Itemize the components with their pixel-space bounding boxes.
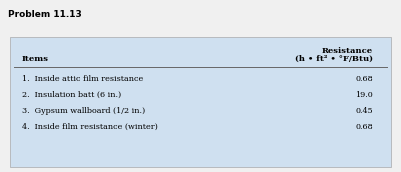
FancyBboxPatch shape [10,37,391,167]
Text: 19.0: 19.0 [355,91,373,99]
Text: 0.68: 0.68 [355,75,373,83]
Text: (h • ft² • °F/Btu): (h • ft² • °F/Btu) [295,55,373,63]
Text: 0.68: 0.68 [355,123,373,131]
Text: 2.  Insulation batt (6 in.): 2. Insulation batt (6 in.) [22,91,121,99]
Text: 3.  Gypsum wallboard (1/2 in.): 3. Gypsum wallboard (1/2 in.) [22,107,145,115]
Text: 1.  Inside attic film resistance: 1. Inside attic film resistance [22,75,143,83]
Text: Items: Items [22,55,49,63]
Text: 0.45: 0.45 [355,107,373,115]
Text: Resistance: Resistance [322,47,373,55]
Text: Problem 11.13: Problem 11.13 [8,10,82,19]
Text: 4.  Inside film resistance (winter): 4. Inside film resistance (winter) [22,123,158,131]
